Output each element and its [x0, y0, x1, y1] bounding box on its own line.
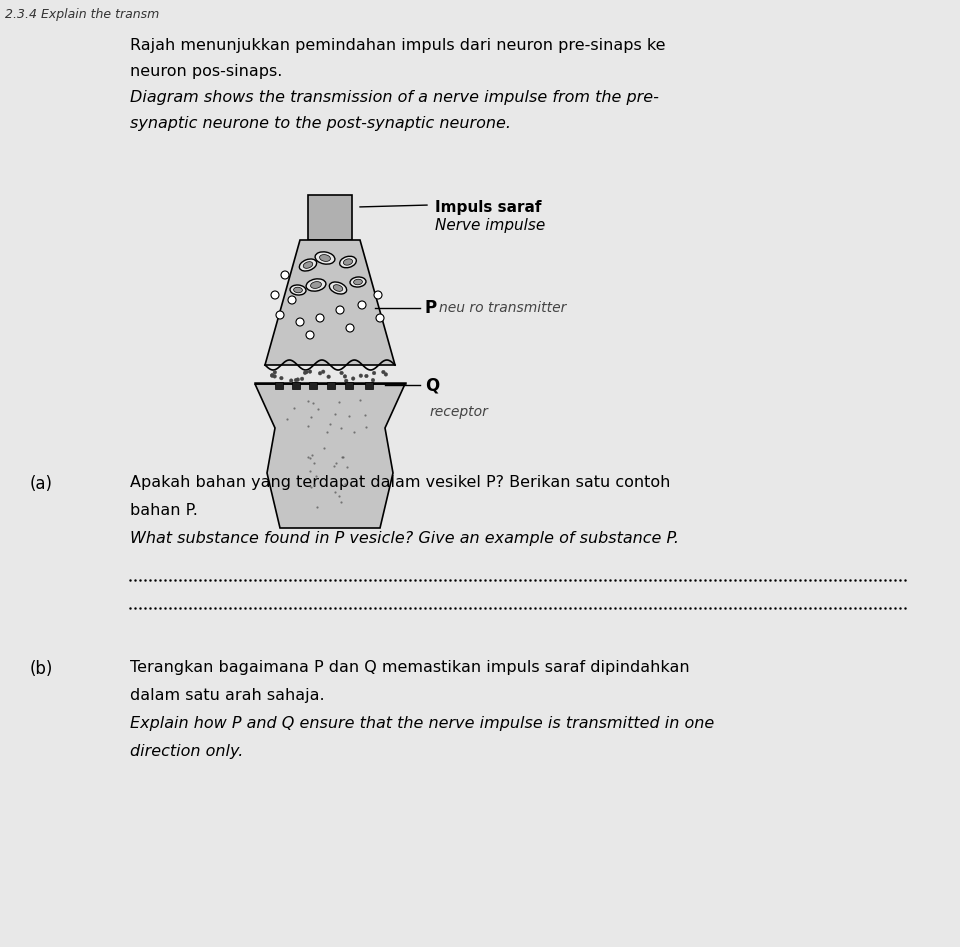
Ellipse shape	[306, 278, 325, 291]
Circle shape	[346, 324, 354, 332]
Ellipse shape	[333, 285, 343, 292]
Text: Apakah bahan yang terdapat dalam vesikel P? Berikan satu contoh: Apakah bahan yang terdapat dalam vesikel…	[130, 475, 670, 490]
Text: What substance found in P vesicle? Give an example of substance P.: What substance found in P vesicle? Give …	[130, 531, 679, 546]
Circle shape	[343, 375, 347, 378]
Circle shape	[271, 291, 279, 299]
Circle shape	[273, 370, 276, 374]
Circle shape	[288, 296, 296, 304]
Circle shape	[374, 291, 382, 299]
Circle shape	[336, 306, 344, 314]
Circle shape	[358, 301, 366, 309]
Text: Explain how P and Q ensure that the nerve impulse is transmitted in one: Explain how P and Q ensure that the nerv…	[130, 716, 714, 731]
Circle shape	[381, 370, 385, 374]
Circle shape	[289, 379, 293, 383]
Circle shape	[372, 371, 376, 375]
Text: 2.3.4 Explain the transm: 2.3.4 Explain the transm	[5, 8, 159, 21]
Ellipse shape	[300, 259, 317, 271]
Circle shape	[319, 371, 322, 375]
Polygon shape	[255, 384, 405, 528]
Circle shape	[345, 379, 348, 383]
Text: synaptic neurone to the post-synaptic neurone.: synaptic neurone to the post-synaptic ne…	[130, 116, 511, 131]
Polygon shape	[308, 195, 352, 240]
Ellipse shape	[353, 279, 362, 285]
Circle shape	[303, 371, 307, 375]
Circle shape	[340, 371, 344, 375]
Text: (b): (b)	[30, 660, 54, 678]
Circle shape	[306, 331, 314, 339]
Circle shape	[316, 314, 324, 322]
Text: bahan P.: bahan P.	[130, 503, 198, 518]
Text: neuron pos-sinaps.: neuron pos-sinaps.	[130, 64, 282, 79]
Text: dalam satu arah sahaja.: dalam satu arah sahaja.	[130, 688, 324, 703]
Circle shape	[296, 318, 304, 326]
Circle shape	[384, 372, 388, 376]
Ellipse shape	[320, 255, 330, 261]
Circle shape	[276, 311, 284, 319]
Text: direction only.: direction only.	[130, 744, 244, 759]
Circle shape	[308, 369, 312, 373]
Bar	[327, 382, 335, 389]
Text: receptor: receptor	[430, 405, 489, 419]
Ellipse shape	[329, 282, 347, 294]
Bar	[292, 382, 300, 389]
Text: Impuls saraf: Impuls saraf	[435, 200, 541, 215]
Circle shape	[279, 376, 283, 380]
Text: Diagram shows the transmission of a nerve impulse from the pre-: Diagram shows the transmission of a nerv…	[130, 90, 659, 105]
Ellipse shape	[315, 252, 335, 264]
Circle shape	[296, 378, 300, 382]
Bar	[275, 382, 283, 389]
Circle shape	[376, 314, 384, 322]
Circle shape	[271, 374, 274, 378]
Circle shape	[300, 377, 304, 381]
Circle shape	[304, 370, 308, 374]
Text: (a): (a)	[30, 475, 53, 493]
Bar	[365, 382, 373, 389]
Circle shape	[271, 373, 274, 377]
Circle shape	[322, 370, 325, 373]
Ellipse shape	[310, 281, 322, 289]
Ellipse shape	[303, 261, 313, 268]
Text: Rajah menunjukkan pemindahan impuls dari neuron pre-sinaps ke: Rajah menunjukkan pemindahan impuls dari…	[130, 38, 665, 53]
Ellipse shape	[344, 259, 352, 265]
Polygon shape	[265, 240, 395, 365]
Circle shape	[294, 378, 298, 382]
Circle shape	[326, 375, 330, 379]
Ellipse shape	[340, 257, 356, 268]
Circle shape	[359, 374, 363, 378]
Circle shape	[281, 271, 289, 279]
Circle shape	[273, 375, 276, 378]
Ellipse shape	[294, 287, 302, 293]
Text: Q: Q	[425, 376, 440, 394]
Ellipse shape	[290, 285, 306, 295]
Text: Terangkan bagaimana P dan Q memastikan impuls saraf dipindahkan: Terangkan bagaimana P dan Q memastikan i…	[130, 660, 689, 675]
Circle shape	[365, 374, 369, 378]
Circle shape	[351, 377, 355, 381]
Text: P: P	[425, 299, 437, 317]
Circle shape	[372, 379, 374, 382]
Text: neu ro transmitter: neu ro transmitter	[439, 301, 566, 315]
Bar	[309, 382, 317, 389]
Ellipse shape	[350, 277, 366, 287]
Bar	[345, 382, 353, 389]
Text: Nerve impulse: Nerve impulse	[435, 218, 545, 233]
